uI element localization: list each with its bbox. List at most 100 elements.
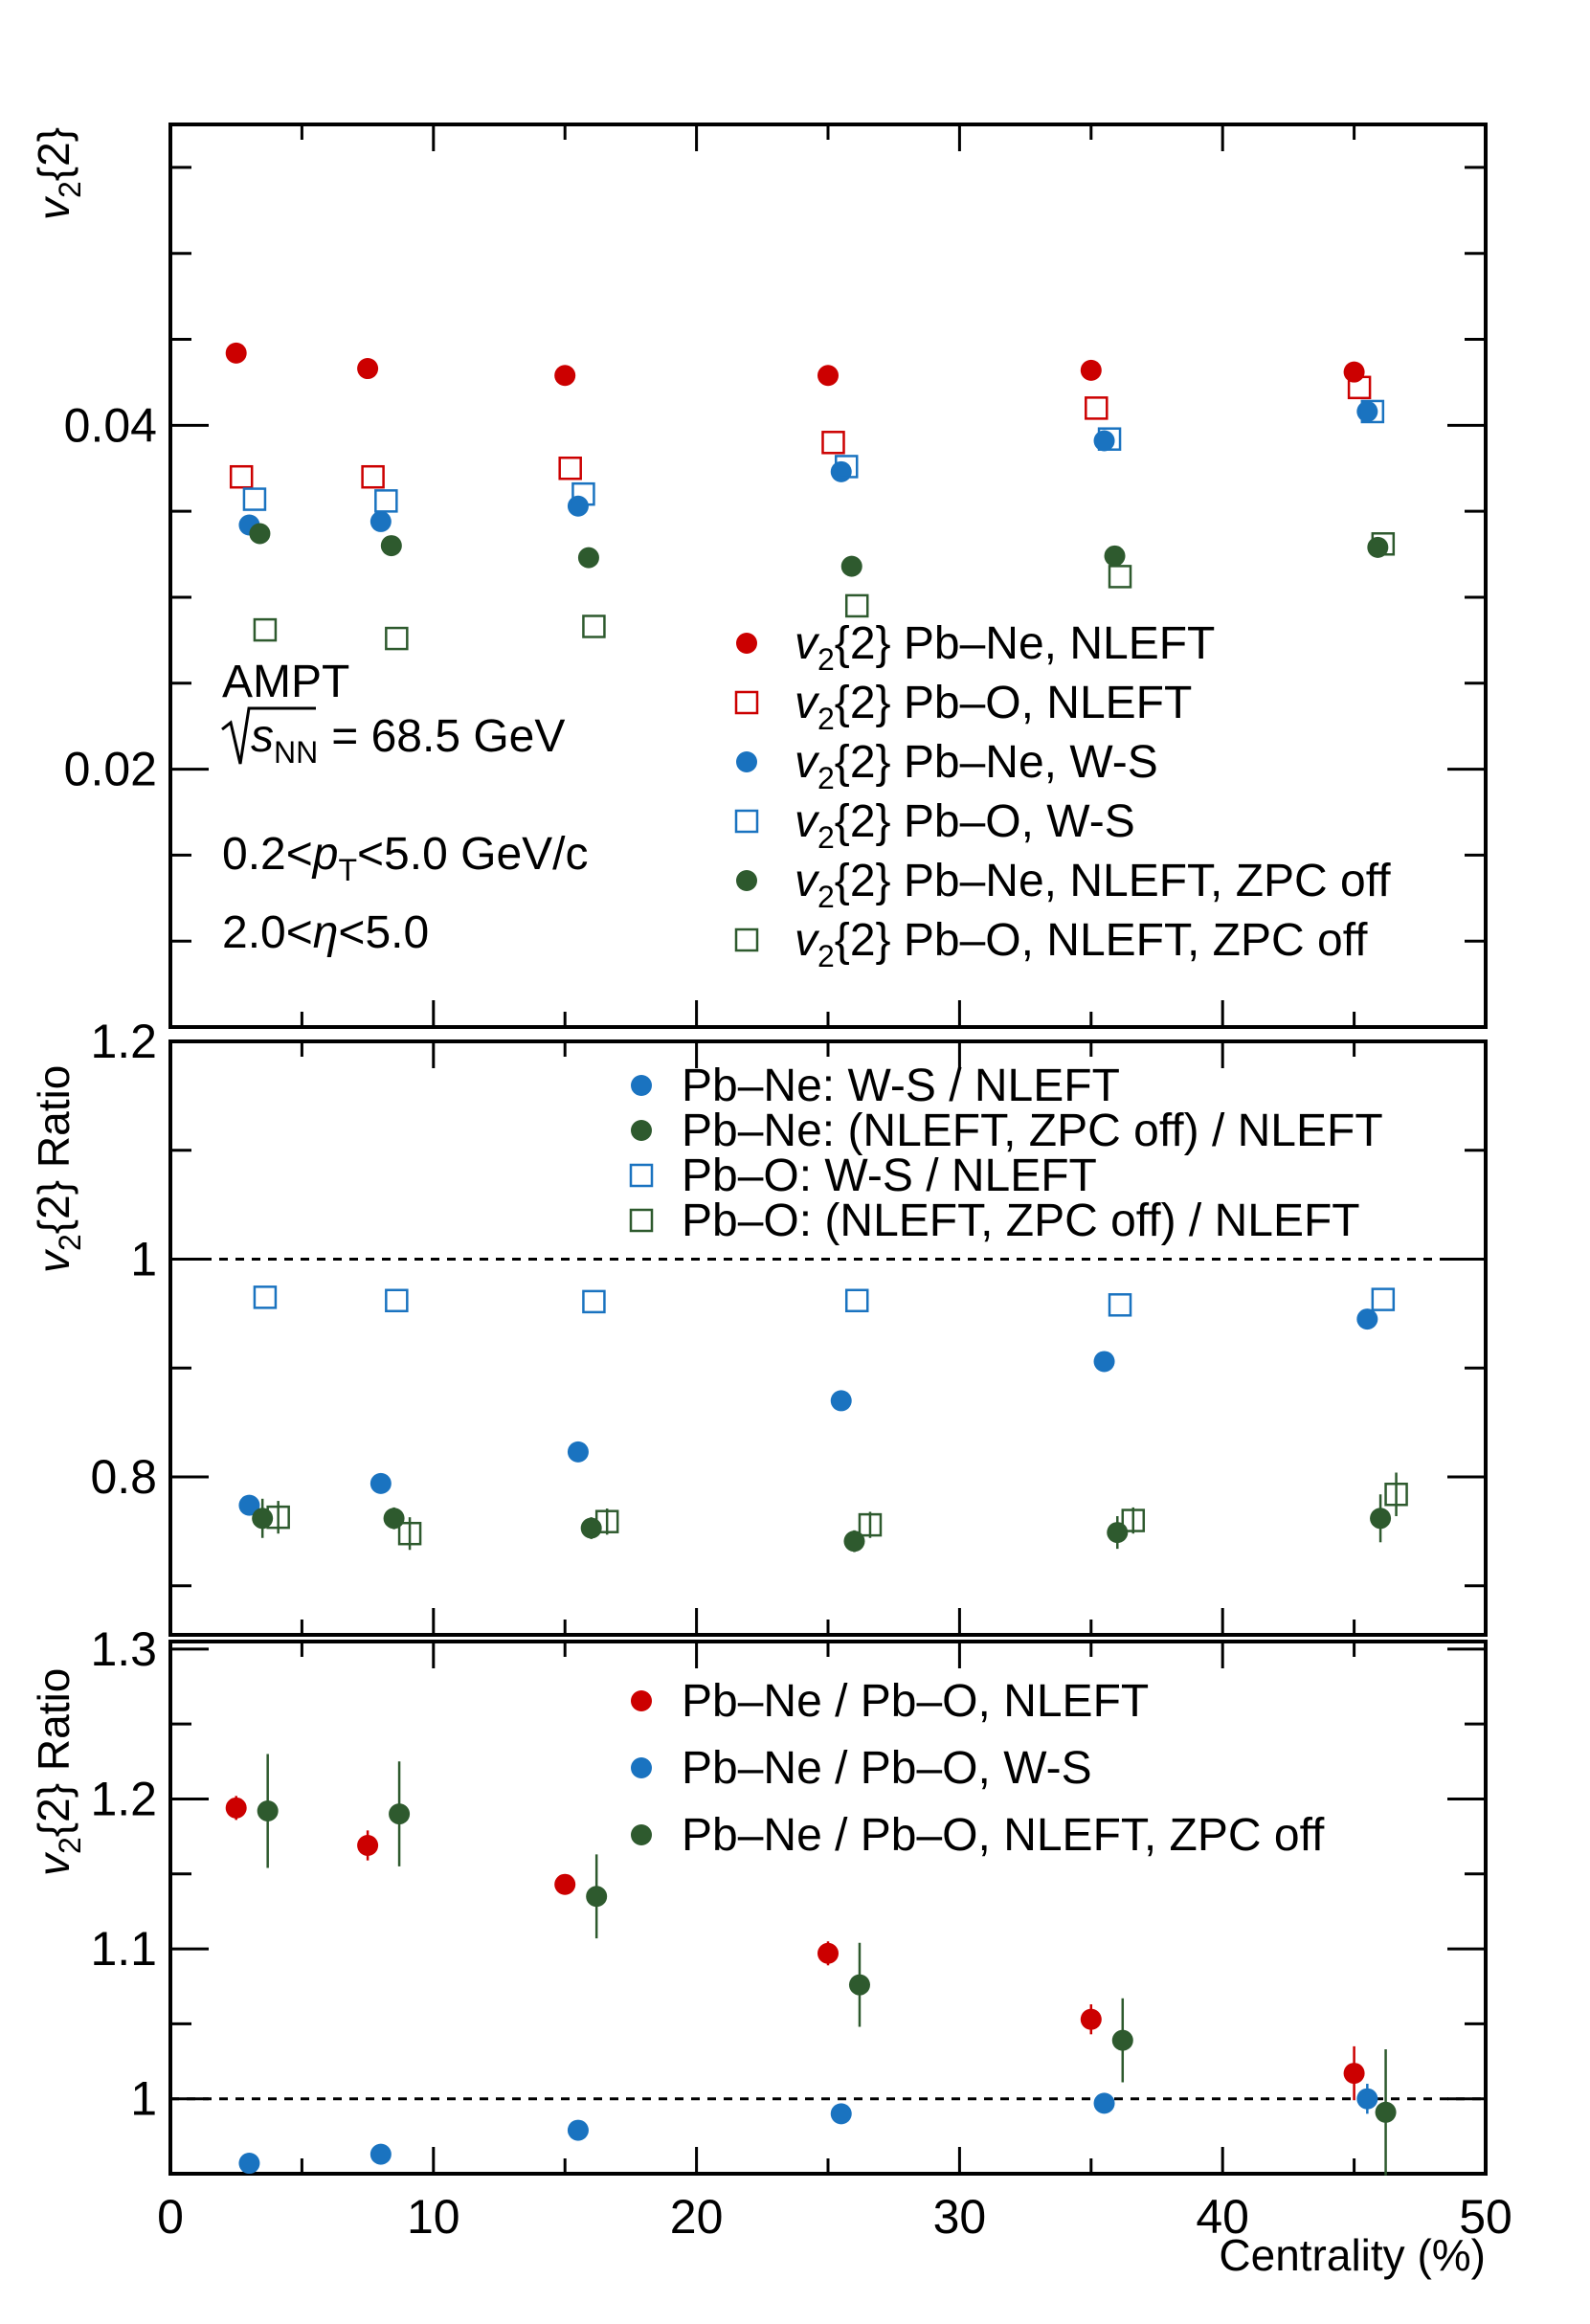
data-point	[567, 495, 589, 517]
energy-symbol: s	[251, 711, 274, 762]
pt-suffix: <5.0 GeV/c	[357, 829, 588, 880]
data-point	[370, 510, 392, 532]
data-point	[817, 1942, 839, 1964]
y-tick-label: 1.3	[90, 1622, 157, 1676]
eta-prefix: 2.0<	[222, 907, 313, 958]
data-point	[567, 2119, 589, 2141]
data-point	[567, 1441, 589, 1463]
x-tick-label: 10	[407, 2190, 460, 2244]
legend-marker	[631, 1120, 652, 1141]
legend-marker	[736, 633, 757, 654]
legend-label: Pb–Ne: W-S / NLEFT	[682, 1061, 1120, 1111]
bottom-legend: Pb–Ne / Pb–O, NLEFT Pb–Ne / Pb–O, W-S Pb–N…	[631, 1676, 1325, 1861]
legend-marker	[629, 1163, 654, 1188]
eta-suffix: <5.0	[338, 907, 429, 958]
data-point	[834, 455, 859, 479]
data-point	[266, 1505, 290, 1530]
data-point	[252, 1508, 274, 1530]
data-point	[249, 523, 271, 545]
x-tick-label: 30	[933, 2190, 987, 2244]
data-point	[1347, 375, 1372, 400]
legend-label: v2{2} Pb–O, NLEFT, ZPC off	[795, 915, 1368, 973]
data-point	[554, 1873, 576, 1895]
pt-symbol: p	[311, 829, 339, 880]
data-point	[1104, 545, 1126, 567]
data-point	[253, 1285, 278, 1309]
top-y-axis-label: v2{2}	[29, 127, 87, 220]
legend-marker	[736, 870, 757, 891]
legend-marker	[631, 1757, 652, 1778]
legend-label: Pb–Ne / Pb–O, NLEFT	[682, 1676, 1149, 1727]
y-tick-label: 0.8	[90, 1450, 157, 1504]
data-point	[858, 1512, 883, 1537]
data-point	[229, 464, 254, 489]
legend-label: Pb–Ne / Pb–O, NLEFT, ZPC off	[682, 1810, 1325, 1861]
y-tick-label: 1.2	[90, 1772, 157, 1825]
legend-label: Pb–Ne / Pb–O, W-S	[682, 1743, 1092, 1794]
legend-marker	[736, 751, 757, 772]
data-point	[821, 431, 845, 455]
legend-label: v2{2} Pb–Ne, W-S	[795, 737, 1158, 795]
data-point	[594, 1509, 619, 1533]
x-tick-label: 20	[670, 2190, 724, 2244]
legend-label: Pb–O: W-S / NLEFT	[682, 1151, 1097, 1201]
eta-symbol: η	[313, 907, 339, 958]
data-point	[1093, 1351, 1115, 1373]
legend-label: v2{2} Pb–O, W-S	[795, 796, 1135, 855]
panel-top: 0.02 0.04 v2{2} AMPT sNN = 68.5 GeV 0.2<pT…	[29, 123, 1488, 1029]
legend-marker	[631, 1690, 652, 1711]
y-tick-label: 0.02	[64, 743, 157, 796]
legend-marker	[629, 1208, 654, 1233]
data-point	[361, 464, 385, 489]
data-point	[830, 2103, 852, 2125]
annotation-energy: sNN = 68.5 GeV	[221, 706, 565, 770]
x-tick-label: 40	[1196, 2190, 1249, 2244]
pt-prefix: 0.2<	[222, 829, 313, 880]
data-point	[389, 1803, 411, 1825]
data-point	[1371, 1287, 1396, 1311]
data-point	[843, 1531, 865, 1553]
annotation-generator: AMPT	[222, 657, 349, 707]
energy-subscript: NN	[274, 735, 318, 770]
data-point	[385, 1288, 409, 1313]
data-point	[238, 2153, 260, 2175]
middle-y-axis-label: v2{2} Ratio	[29, 1065, 87, 1273]
data-point	[357, 358, 379, 380]
data-point	[817, 365, 839, 387]
data-point	[1085, 396, 1109, 420]
data-point	[554, 365, 576, 387]
panel-middle: 0.8 1 1.2 v2{2} Ratio Pb–Ne: W-S / NLEFT Pb…	[29, 1015, 1488, 1637]
data-point	[253, 617, 278, 642]
legend-label: Pb–O: (NLEFT, ZPC off) / NLEFT	[682, 1196, 1360, 1246]
data-point	[238, 1494, 260, 1516]
y-tick-label: 1.2	[90, 1015, 157, 1068]
data-point	[1356, 2088, 1378, 2110]
top-annotation: AMPT sNN = 68.5 GeV 0.2<pT<5.0 GeV/c 2.0<…	[221, 657, 589, 958]
legend-marker	[734, 927, 759, 952]
x-tick-label: 50	[1459, 2190, 1512, 2244]
data-point	[844, 593, 869, 618]
data-point	[844, 1288, 869, 1313]
bottom-y-axis-label: v2{2} Ratio	[29, 1668, 87, 1876]
data-point	[830, 460, 852, 482]
energy-value: = 68.5 GeV	[331, 711, 565, 762]
y-tick-label: 1.1	[90, 1922, 157, 1976]
data-point	[380, 535, 402, 557]
svg-text:sNN= 68.5 GeV: sNN = 68.5 GeV	[251, 711, 565, 770]
data-point	[370, 1472, 392, 1494]
data-point	[571, 481, 595, 506]
x-axis-label: Centrality (%)	[1219, 2230, 1486, 2280]
y-tick-label: 1	[130, 1233, 157, 1286]
data-point	[1371, 532, 1396, 556]
legend-marker	[734, 809, 759, 834]
data-point	[1107, 1522, 1129, 1544]
data-point	[586, 1886, 608, 1908]
data-point	[242, 487, 267, 511]
data-point	[257, 1799, 279, 1821]
data-point	[1080, 2008, 1102, 2030]
data-point	[1343, 2063, 1365, 2085]
legend-label: v2{2} Pb–Ne, NLEFT, ZPC off	[795, 856, 1391, 914]
data-point	[385, 626, 409, 651]
